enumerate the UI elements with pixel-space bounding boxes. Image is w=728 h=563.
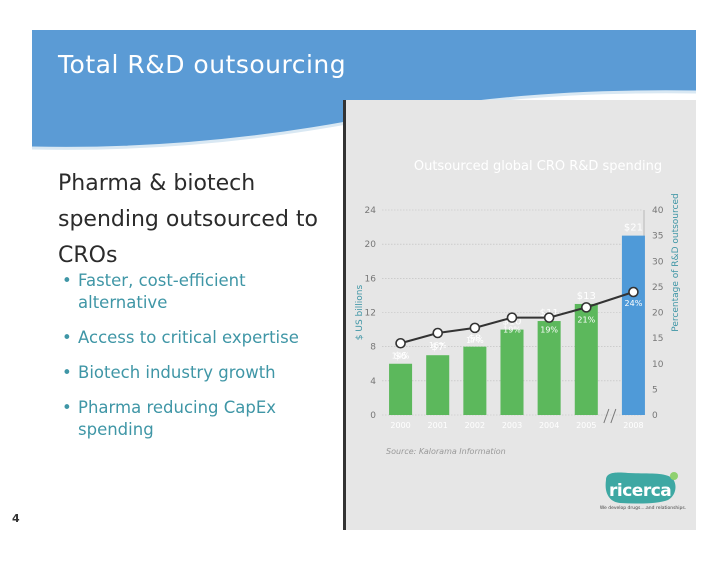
- bar: [463, 346, 487, 415]
- percent-label: 19%: [540, 326, 558, 335]
- headline: Pharma & biotech spending outsourced to …: [58, 171, 319, 268]
- x-tick-label: 2004: [539, 421, 559, 430]
- y2-tick-label: 10: [652, 360, 664, 370]
- percent-label: 24%: [625, 299, 643, 308]
- percent-point: [628, 286, 639, 298]
- percent-point: [580, 302, 592, 313]
- x-tick-label: 2003: [502, 421, 522, 430]
- bar-value-label: $21: [624, 223, 643, 234]
- bullet-list: Faster, cost-efficient alternative Acces…: [62, 270, 332, 454]
- chart-source: Source: Kalorama Information: [386, 447, 506, 456]
- percent-point: [432, 327, 444, 339]
- y-tick-label: 4: [370, 377, 376, 387]
- bar-value-label: $7: [431, 342, 444, 353]
- bar: [537, 321, 561, 415]
- y2-tick-label: 25: [652, 283, 663, 293]
- bar-value-label: $8: [468, 334, 481, 345]
- bar-value-label: $6: [394, 351, 407, 362]
- percent-label: 16%: [429, 341, 447, 350]
- percent-label: 14%: [392, 351, 410, 360]
- bullet-item: Biotech industry growth: [62, 362, 332, 384]
- y2-tick-label: 30: [652, 257, 664, 267]
- x-tick-label: 2002: [465, 421, 485, 430]
- logo-text: ricerca: [609, 481, 672, 501]
- y-tick-label: 0: [370, 411, 376, 421]
- bullet-item: Pharma reducing CapEx spending: [62, 397, 332, 441]
- percent-point: [469, 322, 481, 334]
- y2-axis-label: Percentage of R&D outsourced: [671, 193, 681, 331]
- y2-tick-label: 0: [652, 411, 658, 421]
- bar: [500, 329, 524, 415]
- percent-label: 21%: [577, 315, 595, 324]
- percent-point: [506, 312, 518, 323]
- bar: [389, 363, 413, 415]
- page-number: 4: [12, 512, 20, 525]
- y2-tick-label: 40: [652, 206, 664, 216]
- y2-tick-label: 15: [652, 334, 663, 344]
- x-tick-label: 2001: [428, 421, 448, 430]
- y-tick-label: 20: [365, 240, 377, 250]
- bar: [621, 235, 645, 415]
- chart: 0 4 8 12 16 20 24 0 5 10 15 20 25 30 35 40 $ US billions…: [355, 193, 681, 430]
- y2-tick-label: 35: [652, 232, 663, 242]
- axis-break: [603, 408, 610, 424]
- y-tick-label: 24: [365, 206, 377, 216]
- y-axis-label: $ US billions: [355, 285, 365, 341]
- percent-label: 17%: [466, 336, 484, 345]
- bar: [574, 303, 598, 415]
- logo-tagline: We develop drugs....and relationships.: [599, 506, 687, 511]
- percent-label: 19%: [503, 326, 521, 335]
- ricerca-logo: [605, 472, 678, 504]
- slide-title: Total R&D outsourcing: [58, 50, 347, 79]
- percent-point: [543, 312, 555, 323]
- y-tick-label: 12: [365, 309, 376, 319]
- y-tick-label: 16: [365, 274, 377, 284]
- y2-tick-label: 20: [652, 309, 664, 319]
- x-tick-label: 2008: [623, 421, 643, 430]
- chart-title: Outsourced global CRO R&D spending: [413, 159, 663, 174]
- bullet-item: Faster, cost-efficient alternative: [62, 270, 332, 314]
- x-tick-label: 2000: [390, 421, 410, 430]
- y2-tick-label: 5: [652, 385, 658, 395]
- percent-point: [395, 337, 406, 349]
- panel-divider: [343, 100, 346, 530]
- bar-value-label: $13: [577, 291, 596, 302]
- x-tick-label: 2005: [576, 421, 596, 430]
- bullet-item: Access to critical expertise: [62, 327, 332, 349]
- axis-break: [610, 408, 617, 424]
- bar: [426, 355, 450, 415]
- y-tick-label: 8: [370, 343, 376, 353]
